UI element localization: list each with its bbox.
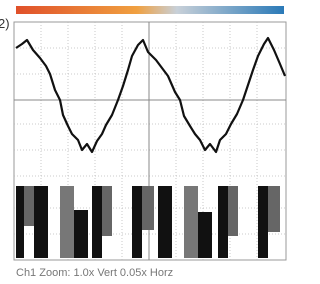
screenshot: 2) Ch1 Zoom: 1.0x Vert 0.05x Horz [0,0,290,284]
panel-label: 2) [0,16,10,31]
gradient-bar [16,6,284,14]
scope-display: 2) Ch1 Zoom: 1.0x Vert 0.05x Horz [0,0,290,284]
caption: Ch1 Zoom: 1.0x Vert 0.05x Horz [16,267,173,279]
